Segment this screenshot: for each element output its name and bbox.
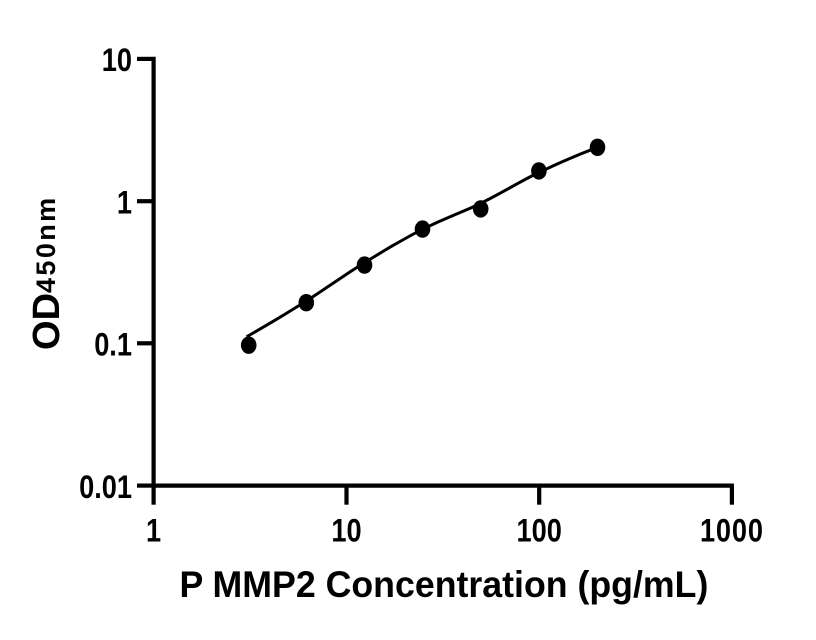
svg-text:100: 100 — [517, 513, 562, 549]
svg-text:10: 10 — [102, 43, 132, 79]
svg-text:1000: 1000 — [700, 513, 764, 549]
svg-text:10: 10 — [331, 513, 361, 549]
svg-text:0.1: 0.1 — [94, 328, 132, 364]
svg-text:1: 1 — [146, 513, 161, 549]
svg-text:0.01: 0.01 — [79, 470, 132, 506]
svg-text:OD450nm: OD450nm — [26, 195, 68, 350]
svg-text:1: 1 — [117, 185, 132, 221]
svg-text:P MMP2 Concentration (pg/mL): P MMP2 Concentration (pg/mL) — [179, 563, 708, 605]
